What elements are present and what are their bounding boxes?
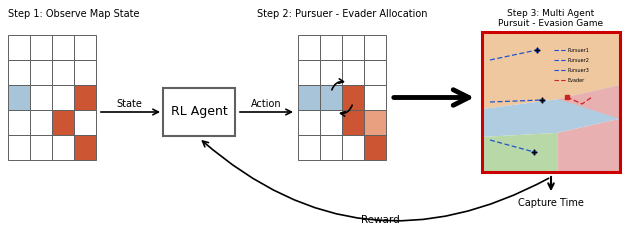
Bar	[320, 135, 342, 160]
Bar	[52, 35, 74, 60]
Bar	[30, 35, 52, 60]
Polygon shape	[482, 32, 620, 109]
Bar	[74, 135, 96, 160]
Bar	[52, 85, 74, 110]
Bar	[8, 110, 30, 135]
Bar	[298, 35, 320, 60]
Bar	[52, 110, 74, 135]
Bar	[52, 60, 74, 85]
Text: Step 2: Pursuer - Evader Allocation: Step 2: Pursuer - Evader Allocation	[257, 9, 428, 19]
FancyArrowPatch shape	[332, 79, 344, 90]
Text: Reward: Reward	[360, 215, 399, 225]
Bar	[364, 110, 386, 135]
Text: Step 3: Multi Agent
Pursuit - Evasion Game: Step 3: Multi Agent Pursuit - Evasion Ga…	[499, 9, 604, 28]
FancyArrowPatch shape	[394, 90, 468, 105]
Bar	[30, 60, 52, 85]
Bar	[8, 60, 30, 85]
Bar	[52, 135, 74, 160]
Polygon shape	[482, 133, 558, 172]
Bar	[320, 60, 342, 85]
Bar	[342, 35, 364, 60]
Text: Action: Action	[251, 99, 282, 109]
Bar	[364, 60, 386, 85]
Bar	[320, 110, 342, 135]
Bar	[364, 35, 386, 60]
Text: Step 1: Observe Map State: Step 1: Observe Map State	[8, 9, 140, 19]
Bar	[30, 135, 52, 160]
Bar	[74, 35, 96, 60]
Text: Pursuer3: Pursuer3	[567, 67, 589, 73]
Bar	[163, 88, 235, 136]
Text: Pursuer1: Pursuer1	[567, 48, 589, 52]
Bar	[298, 60, 320, 85]
Bar	[342, 85, 364, 110]
Text: Capture Time: Capture Time	[518, 198, 584, 208]
Bar	[342, 110, 364, 135]
Bar	[74, 110, 96, 135]
Bar	[298, 135, 320, 160]
Bar	[342, 135, 364, 160]
Text: State: State	[116, 99, 143, 109]
Text: Pursuer2: Pursuer2	[567, 58, 589, 62]
Bar	[8, 135, 30, 160]
Bar	[364, 85, 386, 110]
Bar	[482, 32, 620, 172]
Bar	[8, 85, 30, 110]
Bar	[298, 110, 320, 135]
Polygon shape	[558, 85, 620, 172]
Bar	[74, 60, 96, 85]
Bar	[320, 85, 342, 110]
Bar	[8, 35, 30, 60]
Bar	[320, 35, 342, 60]
Bar	[30, 110, 52, 135]
Bar	[74, 85, 96, 110]
FancyArrowPatch shape	[340, 105, 352, 116]
Bar	[342, 60, 364, 85]
Text: RL Agent: RL Agent	[171, 106, 227, 118]
Bar	[298, 85, 320, 110]
Bar	[364, 135, 386, 160]
Text: Evader: Evader	[567, 77, 584, 83]
Bar	[30, 85, 52, 110]
Polygon shape	[482, 85, 620, 137]
FancyArrowPatch shape	[202, 141, 548, 221]
